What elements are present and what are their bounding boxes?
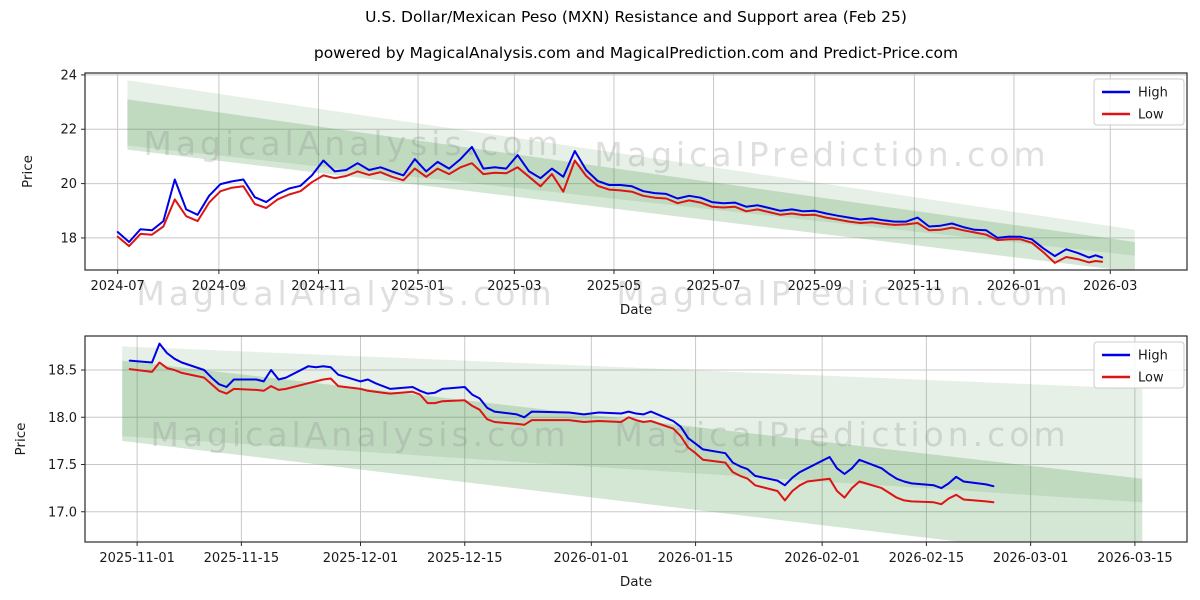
watermark-text: MagicalPrediction.com	[616, 274, 1071, 313]
watermark-text: MagicalAnalysis.com	[136, 274, 555, 313]
watermark-text: MagicalAnalysis.com	[143, 124, 562, 163]
x-tick-label: 2025-11-01	[99, 551, 175, 566]
x-tick-label: 2024-09	[192, 279, 246, 294]
x-tick-label: 2026-02-15	[889, 551, 965, 566]
y-axis-label: Price	[13, 423, 29, 456]
chart-title: U.S. Dollar/Mexican Peso (MXN) Resistanc…	[365, 8, 907, 26]
watermark-text: MagicalPrediction.com	[614, 415, 1069, 454]
legend-low-label: Low	[1138, 371, 1164, 386]
x-tick-label: 2024-11	[291, 279, 345, 294]
x-tick-label: 2024-07	[90, 279, 144, 294]
x-tick-label: 2025-09	[788, 279, 842, 294]
high-line	[128, 342, 995, 490]
chart-subtitle: powered by MagicalAnalysis.com and Magic…	[313, 44, 959, 62]
y-tick-label: 22	[60, 123, 77, 138]
watermark-text: MagicalAnalysis.com	[150, 415, 569, 454]
watermark-text: MagicalPrediction.com	[594, 135, 1049, 174]
low-line	[128, 361, 995, 506]
x-tick-label: 2025-11-15	[204, 551, 280, 566]
x-tick-label: 2026-03-15	[1097, 551, 1173, 566]
x-tick-label: 2026-03	[1083, 279, 1137, 294]
x-tick-label: 2026-02-01	[784, 551, 860, 566]
x-tick-label: 2025-12-15	[427, 551, 503, 566]
y-tick-label: 18	[60, 231, 77, 246]
x-tick-label: 2025-03	[487, 279, 541, 294]
y-tick-label: 24	[60, 68, 77, 83]
x-tick-label: 2025-12-01	[323, 551, 399, 566]
x-tick-label: 2025-07	[686, 279, 740, 294]
resistance-support-band	[127, 99, 1135, 270]
plot-border	[84, 335, 1188, 543]
x-tick-label: 2025-05	[587, 279, 641, 294]
y-tick-label: 18.0	[48, 411, 77, 426]
x-tick-label: 2026-01-15	[658, 551, 734, 566]
legend-high-label: High	[1138, 349, 1168, 364]
y-tick-label: 17.0	[48, 505, 77, 520]
plot-border	[84, 72, 1188, 271]
x-tick-label: 2026-03-01	[993, 551, 1069, 566]
x-tick-label: 2026-01-01	[554, 551, 630, 566]
low-line	[116, 159, 1104, 264]
legend-high-label: High	[1138, 86, 1168, 101]
resistance-support-band	[122, 360, 1143, 542]
x-axis-label: Date	[620, 574, 652, 590]
x-tick-label: 2025-01	[391, 279, 445, 294]
resistance-support-band	[127, 80, 1135, 256]
y-tick-label: 18.5	[48, 364, 77, 379]
y-axis-label: Price	[20, 155, 36, 188]
resistance-support-band	[122, 346, 1143, 503]
x-tick-label: 2026-01	[987, 279, 1041, 294]
high-line	[116, 145, 1104, 259]
x-axis-label: Date	[620, 302, 652, 318]
y-tick-label: 20	[60, 177, 77, 192]
y-tick-label: 17.5	[48, 458, 77, 473]
legend-low-label: Low	[1138, 108, 1164, 123]
x-tick-label: 2025-11	[887, 279, 941, 294]
